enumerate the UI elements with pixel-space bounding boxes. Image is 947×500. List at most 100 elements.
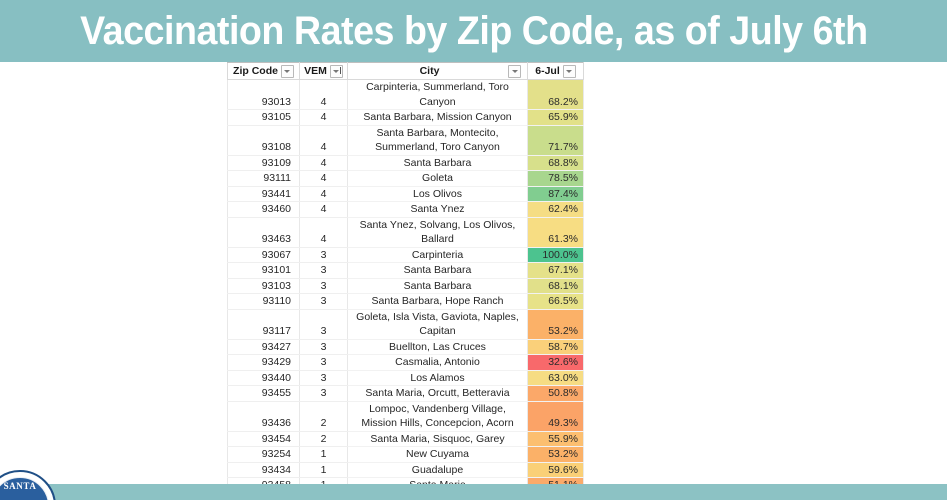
cell-zip-code[interactable]: 93067 — [227, 247, 300, 263]
cell-zip-code[interactable]: 93434 — [227, 462, 300, 478]
cell-vaccination-rate[interactable]: 100.0% — [527, 247, 584, 263]
cell-vem[interactable]: 3 — [299, 385, 348, 402]
filter-dropdown-icon-date[interactable] — [562, 64, 576, 78]
cell-vem[interactable]: 4 — [299, 109, 348, 126]
column-header-zip-code[interactable]: Zip Code — [227, 62, 300, 80]
cell-vaccination-rate[interactable]: 59.6% — [527, 462, 584, 478]
cell-city[interactable]: Los Alamos — [347, 370, 528, 386]
cell-city[interactable]: New Cuyama — [347, 446, 528, 463]
cell-vem[interactable]: 3 — [299, 293, 348, 310]
cell-vem[interactable]: 3 — [299, 354, 348, 371]
cell-vem[interactable]: 4 — [299, 79, 348, 110]
cell-city[interactable]: Santa Barbara, Hope Ranch — [347, 293, 528, 310]
cell-vaccination-rate[interactable]: 32.6% — [527, 354, 584, 371]
cell-zip-code[interactable]: 93105 — [227, 109, 300, 126]
cell-zip-code[interactable]: 93103 — [227, 278, 300, 294]
cell-vem[interactable]: 2 — [299, 431, 348, 447]
cell-city[interactable]: Lompoc, Vandenberg Village, Mission Hill… — [347, 401, 528, 432]
filter-dropdown-icon-city[interactable] — [508, 64, 521, 78]
cell-vem[interactable]: 4 — [299, 201, 348, 218]
table-row: 93436 2 Lompoc, Vandenberg Village, Missio… — [227, 401, 584, 432]
cell-zip-code[interactable]: 93441 — [227, 186, 300, 202]
cell-vaccination-rate[interactable]: 50.8% — [527, 385, 584, 402]
cell-vem[interactable]: 1 — [299, 446, 348, 463]
cell-vaccination-rate[interactable]: 78.5% — [527, 170, 584, 187]
table-row: 93434 1 Guadalupe 59.6% — [227, 462, 584, 478]
cell-vaccination-rate[interactable]: 53.2% — [527, 309, 584, 340]
cell-zip-code[interactable]: 93436 — [227, 401, 300, 432]
cell-vaccination-rate[interactable]: 68.8% — [527, 155, 584, 171]
filter-sort-descending-icon-vem[interactable] — [329, 64, 343, 78]
cell-vaccination-rate[interactable]: 49.3% — [527, 401, 584, 432]
cell-city[interactable]: Santa Barbara — [347, 278, 528, 294]
cell-vaccination-rate[interactable]: 62.4% — [527, 201, 584, 218]
cell-city[interactable]: Los Olivos — [347, 186, 528, 202]
cell-vaccination-rate[interactable]: 63.0% — [527, 370, 584, 386]
cell-city[interactable]: Santa Ynez, Solvang, Los Olivos, Ballard — [347, 217, 528, 248]
cell-vem[interactable]: 3 — [299, 370, 348, 386]
cell-vaccination-rate[interactable]: 68.2% — [527, 79, 584, 110]
column-header-date[interactable]: 6-Jul — [527, 62, 584, 80]
cell-vem[interactable]: 4 — [299, 217, 348, 248]
cell-vaccination-rate[interactable]: 66.5% — [527, 293, 584, 310]
cell-vem[interactable]: 3 — [299, 247, 348, 263]
cell-vaccination-rate[interactable]: 55.9% — [527, 431, 584, 447]
cell-vem[interactable]: 3 — [299, 309, 348, 340]
column-header-vem[interactable]: VEM — [299, 62, 348, 80]
column-header-zip-code-label: Zip Code — [233, 64, 278, 77]
cell-city[interactable]: Goleta — [347, 170, 528, 187]
cell-city[interactable]: Goleta, Isla Vista, Gaviota, Naples, Cap… — [347, 309, 528, 340]
cell-vem[interactable]: 4 — [299, 125, 348, 156]
cell-vaccination-rate[interactable]: 65.9% — [527, 109, 584, 126]
cell-vem[interactable]: 4 — [299, 186, 348, 202]
cell-vem[interactable]: 3 — [299, 339, 348, 355]
cell-zip-code[interactable]: 93455 — [227, 385, 300, 402]
cell-vem[interactable]: 3 — [299, 278, 348, 294]
filter-dropdown-icon-zip-code[interactable] — [280, 64, 294, 78]
cell-zip-code[interactable]: 93117 — [227, 309, 300, 340]
cell-zip-code[interactable]: 93108 — [227, 125, 300, 156]
cell-city[interactable]: Santa Barbara — [347, 155, 528, 171]
seal-text: SANTA — [3, 481, 37, 491]
cell-zip-code[interactable]: 93101 — [227, 262, 300, 279]
cell-zip-code[interactable]: 93427 — [227, 339, 300, 355]
table-row: 93108 4 Santa Barbara, Montecito, Summerla… — [227, 125, 584, 156]
cell-city[interactable]: Santa Barbara, Montecito, Summerland, To… — [347, 125, 528, 156]
cell-city[interactable]: Santa Maria, Sisquoc, Garey — [347, 431, 528, 447]
cell-city[interactable]: Casmalia, Antonio — [347, 354, 528, 371]
cell-zip-code[interactable]: 93110 — [227, 293, 300, 310]
cell-zip-code[interactable]: 93013 — [227, 79, 300, 110]
cell-vem[interactable]: 3 — [299, 262, 348, 279]
table-row: 93254 1 New Cuyama 53.2% — [227, 446, 584, 463]
cell-city[interactable]: Buellton, Las Cruces — [347, 339, 528, 355]
cell-vaccination-rate[interactable]: 61.3% — [527, 217, 584, 248]
cell-vem[interactable]: 4 — [299, 170, 348, 187]
cell-zip-code[interactable]: 93440 — [227, 370, 300, 386]
cell-vem[interactable]: 4 — [299, 155, 348, 171]
cell-zip-code[interactable]: 93111 — [227, 170, 300, 187]
cell-city[interactable]: Guadalupe — [347, 462, 528, 478]
cell-city[interactable]: Santa Ynez — [347, 201, 528, 218]
cell-vaccination-rate[interactable]: 68.1% — [527, 278, 584, 294]
cell-vaccination-rate[interactable]: 58.7% — [527, 339, 584, 355]
cell-city[interactable]: Carpinteria, Summerland, Toro Canyon — [347, 79, 528, 110]
cell-vaccination-rate[interactable]: 87.4% — [527, 186, 584, 202]
table-row: 93440 3 Los Alamos 63.0% — [227, 370, 584, 386]
cell-zip-code[interactable]: 93454 — [227, 431, 300, 447]
cell-city[interactable]: Santa Barbara — [347, 262, 528, 279]
cell-city[interactable]: Carpinteria — [347, 247, 528, 263]
cell-zip-code[interactable]: 93460 — [227, 201, 300, 218]
cell-zip-code[interactable]: 93254 — [227, 446, 300, 463]
cell-zip-code[interactable]: 93109 — [227, 155, 300, 171]
cell-zip-code[interactable]: 93429 — [227, 354, 300, 371]
cell-city[interactable]: Santa Barbara, Mission Canyon — [347, 109, 528, 126]
cell-vaccination-rate[interactable]: 67.1% — [527, 262, 584, 279]
cell-vem[interactable]: 1 — [299, 462, 348, 478]
cell-zip-code[interactable]: 93463 — [227, 217, 300, 248]
column-header-city[interactable]: City — [347, 62, 528, 80]
table-row: 93117 3 Goleta, Isla Vista, Gaviota, Naple… — [227, 309, 584, 340]
cell-vaccination-rate[interactable]: 71.7% — [527, 125, 584, 156]
cell-vaccination-rate[interactable]: 53.2% — [527, 446, 584, 463]
cell-vem[interactable]: 2 — [299, 401, 348, 432]
cell-city[interactable]: Santa Maria, Orcutt, Betteravia — [347, 385, 528, 402]
